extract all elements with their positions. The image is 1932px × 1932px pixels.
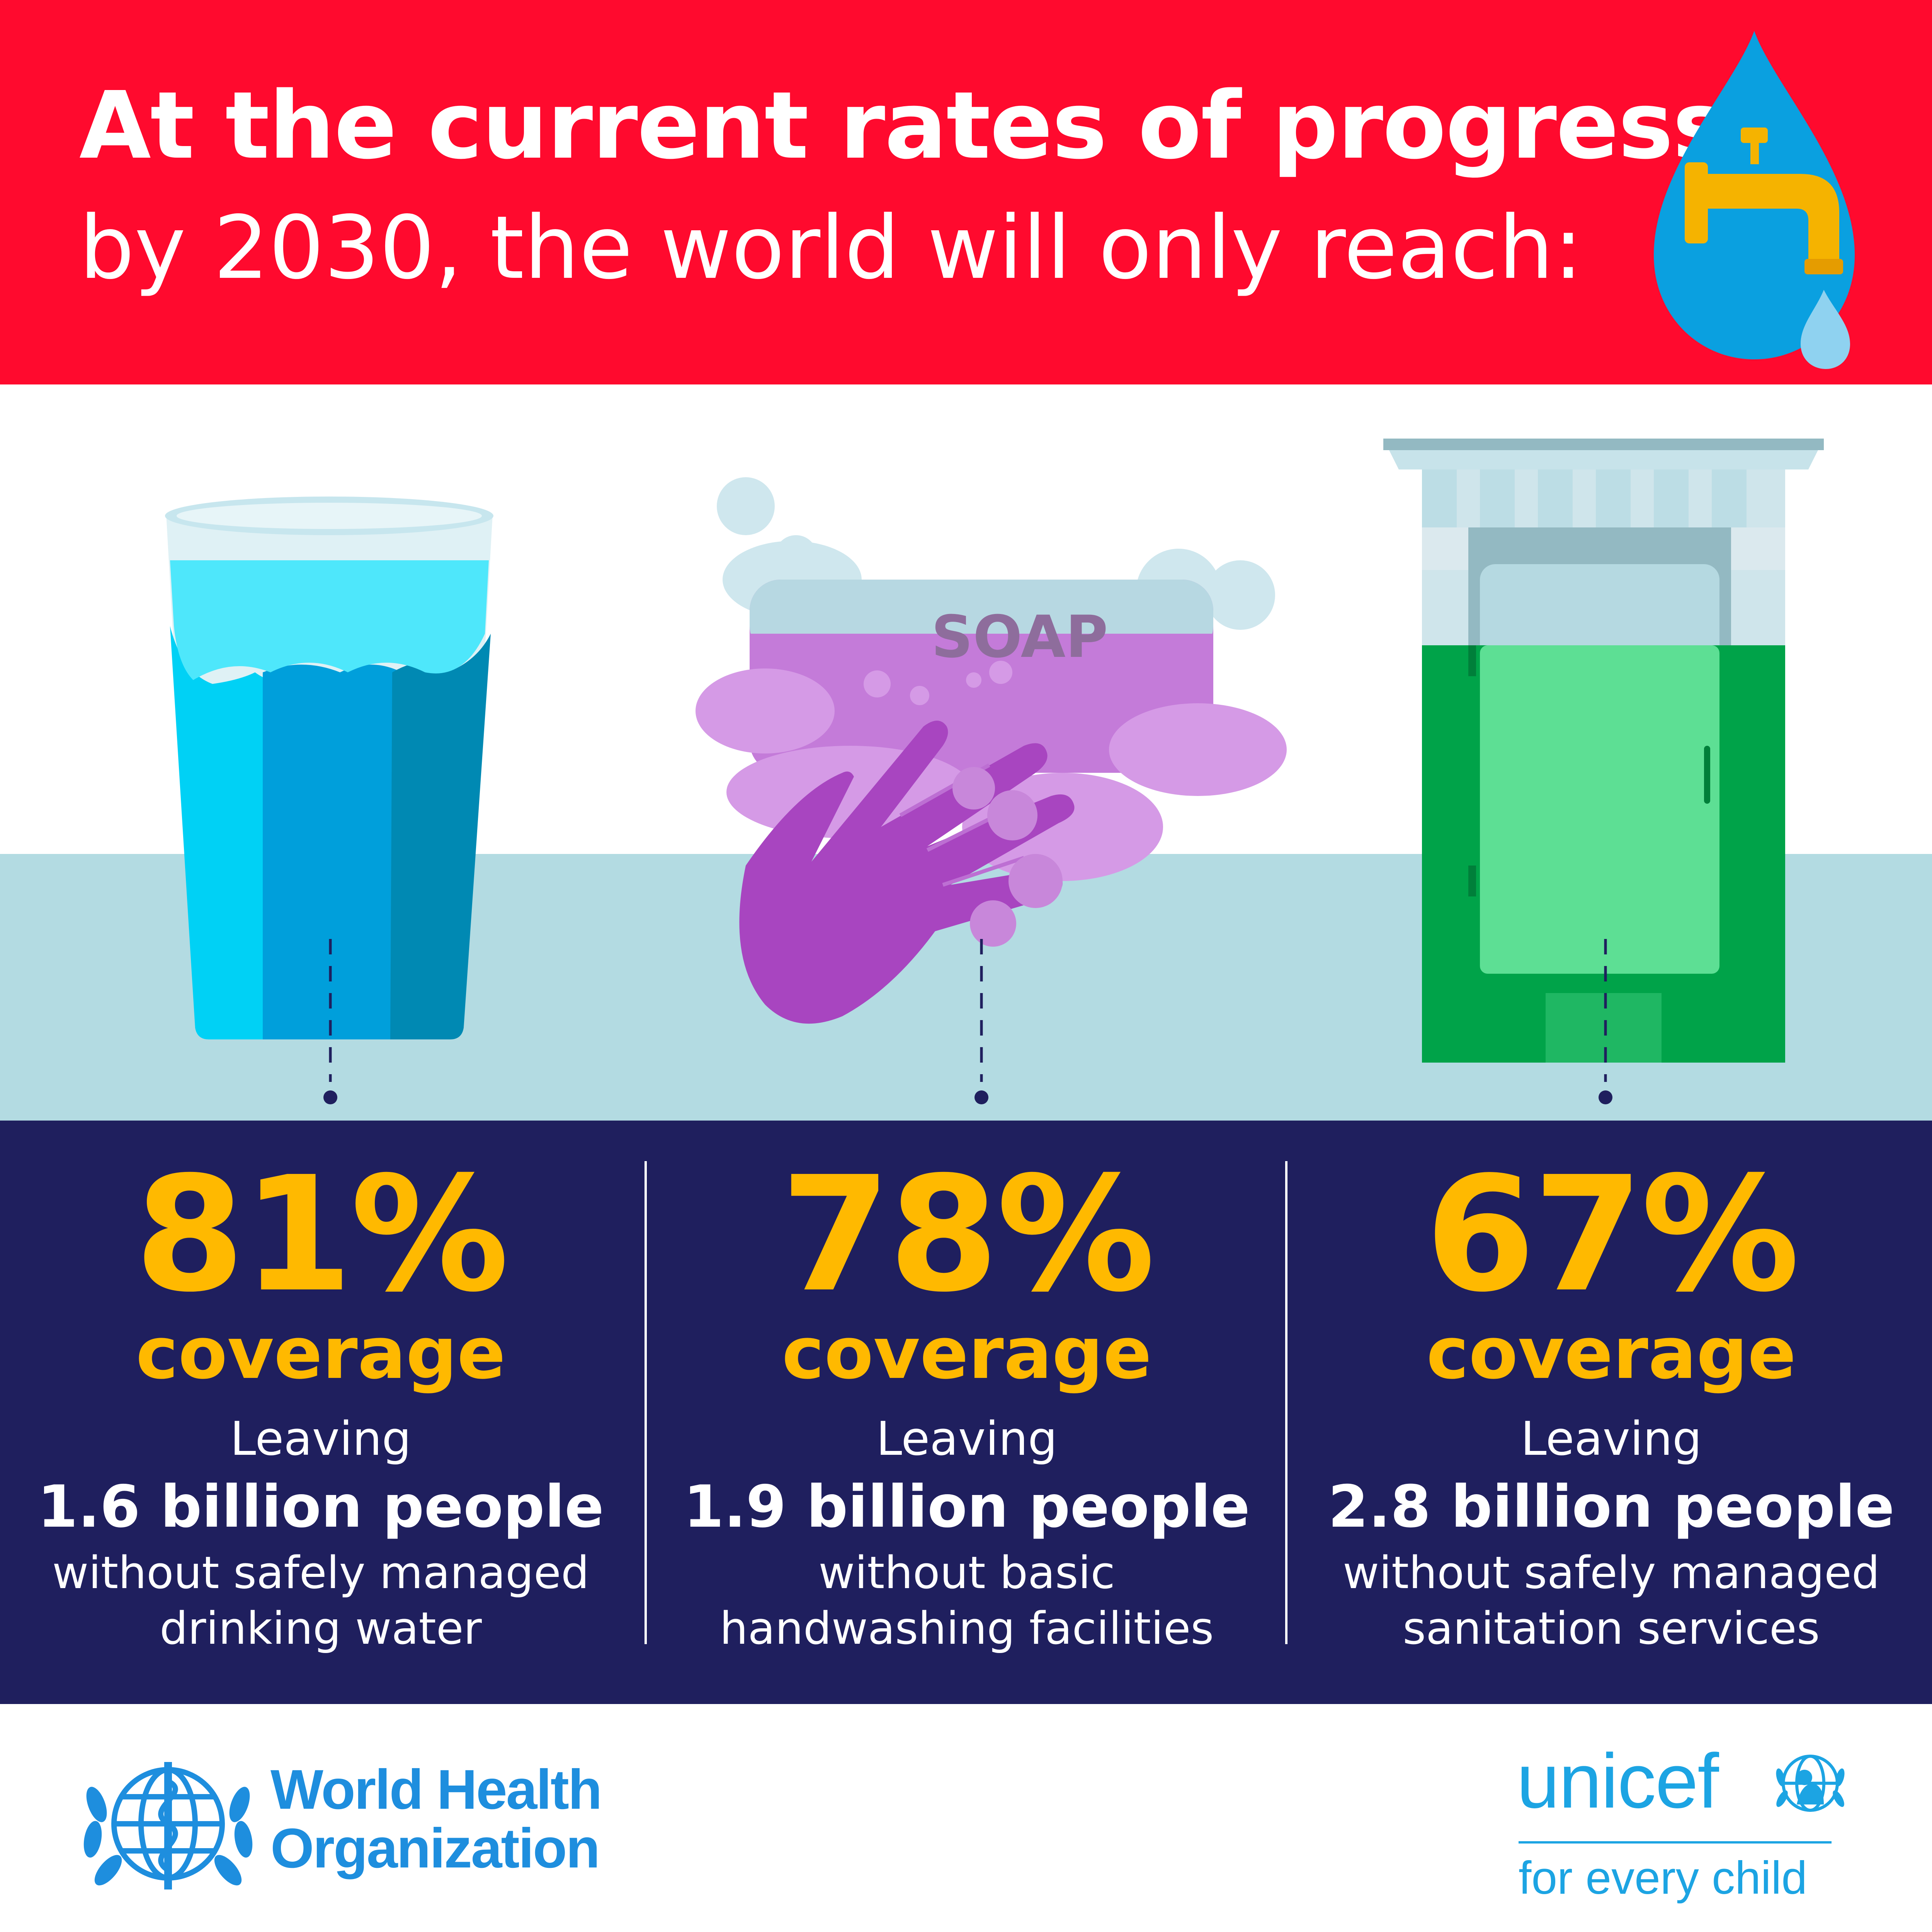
stat-coverage-label: coverage	[782, 1311, 1152, 1395]
stat-column-handwashing: 78% coverage Leaving 1.9 billion people …	[646, 1155, 1287, 1657]
header-banner	[0, 0, 1932, 384]
column-divider	[1285, 1161, 1287, 1644]
footer	[0, 1704, 1932, 1932]
stat-leaving-label: Leaving	[230, 1412, 412, 1466]
stat-coverage-label: coverage	[1426, 1311, 1796, 1395]
stats-band	[0, 1121, 1932, 1704]
soap-label: SOAP	[931, 604, 1108, 671]
unicef-tagline: for every child	[1519, 1852, 1807, 1904]
stat-column-sanitation: 67% coverage Leaving 2.8 billion people …	[1291, 1155, 1932, 1657]
water-tap-icon	[1654, 31, 1855, 369]
who-emblem-icon	[83, 1762, 253, 1889]
stat-coverage-label: coverage	[136, 1311, 506, 1395]
stat-leaving-label: Leaving	[1520, 1412, 1702, 1466]
toilet-icon	[1383, 439, 1824, 1104]
stat-people-count: 1.9 billion people	[684, 1473, 1250, 1541]
stat-leaving-label: Leaving	[876, 1412, 1058, 1466]
stat-description: without safely managed sanitation servic…	[1343, 1547, 1880, 1655]
illustrations-row: SOAP	[165, 439, 1824, 1104]
stat-column-drinking-water: 81% coverage Leaving 1.6 billion people …	[0, 1155, 641, 1657]
stat-description: without safely managed drinking water	[52, 1547, 589, 1655]
column-divider	[645, 1161, 647, 1644]
unicef-emblem-icon	[1776, 1755, 1845, 1812]
stat-percent: 81%	[134, 1142, 509, 1327]
stat-percent: 67%	[1425, 1142, 1799, 1327]
stat-people-count: 1.6 billion people	[37, 1473, 604, 1541]
stat-description: without basic handwashing facilities	[719, 1547, 1214, 1655]
headline-line-2: by 2030, the world will only reach:	[79, 197, 1583, 299]
unicef-divider	[1519, 1841, 1832, 1844]
headline-line-1: At the current rates of progress,	[79, 71, 1762, 180]
water-glass-icon	[165, 497, 493, 1104]
stat-percent: 78%	[781, 1142, 1155, 1327]
soap-handwashing-icon: SOAP	[696, 477, 1287, 1104]
stat-people-count: 2.8 billion people	[1328, 1473, 1895, 1541]
who-name: World Health Organization	[270, 1758, 602, 1880]
unicef-name: unicef	[1517, 1738, 1719, 1824]
